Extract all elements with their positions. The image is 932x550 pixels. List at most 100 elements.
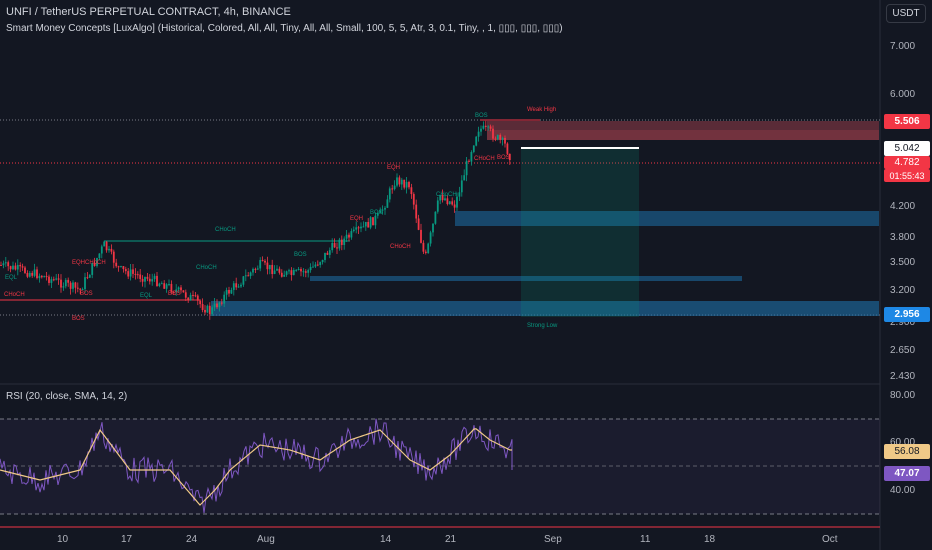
candle-body [252, 268, 254, 273]
candle-body [321, 259, 324, 263]
candle-body [379, 210, 382, 213]
candle-body [290, 270, 293, 275]
candle-body [52, 279, 55, 281]
candle-body [86, 277, 89, 279]
candle-body [465, 160, 468, 176]
candle-body [170, 283, 173, 292]
candle-body [288, 270, 290, 272]
candle-body [460, 180, 463, 193]
time-tick: Oct [822, 534, 838, 545]
candle-body [50, 279, 53, 283]
candle-body [340, 239, 343, 245]
price-tick: 3.200 [890, 285, 915, 296]
candle-body [232, 283, 235, 290]
weak-high-label: Weak High [527, 107, 556, 113]
candle-body [264, 260, 266, 263]
candle-body [146, 276, 149, 279]
candle-body [117, 266, 120, 268]
chart-title: UNFI / TetherUS PERPETUAL CONTRACT, 4h, … [6, 6, 291, 18]
time-tick: 10 [57, 534, 69, 545]
candle-body [216, 303, 218, 308]
candle-body [26, 272, 29, 277]
candle-body [312, 266, 314, 268]
time-tick: Aug [257, 534, 275, 545]
candle-body [496, 134, 499, 140]
candlestick-series[interactable] [0, 120, 511, 320]
candle-body [501, 137, 504, 140]
bos-label-b2: BOS [168, 291, 181, 297]
rsi-sma-line[interactable] [0, 428, 512, 506]
candle-body [444, 198, 446, 201]
candle-body [348, 234, 350, 238]
candle-body [129, 269, 132, 277]
eqh-label: EQH [387, 165, 400, 171]
bearish-order-block-top[interactable] [487, 121, 879, 130]
candle-body [492, 128, 494, 139]
candle-body [396, 177, 398, 186]
candle-body [38, 275, 41, 279]
rsi-axis[interactable]: 80.00 60.00 40.00 [890, 390, 915, 496]
bos-label-b1: BOS [80, 291, 93, 297]
rsi-legend[interactable]: RSI (20, close, SMA, 14, 2) [6, 391, 128, 402]
candle-body [508, 153, 511, 161]
candle-body [276, 268, 278, 271]
candle-body [182, 290, 185, 293]
crosshair-price-tag: 5.042 [884, 141, 930, 156]
eqh-label-2: EQH [350, 216, 363, 222]
candle-body [108, 248, 110, 251]
long-position-zone[interactable] [521, 149, 639, 317]
candle-body [206, 305, 209, 313]
candle-body [189, 294, 192, 301]
candle-body [309, 266, 312, 271]
currency-button[interactable]: USDT [886, 4, 926, 23]
eql-label-2: EQL [140, 293, 153, 299]
time-tick: 24 [186, 534, 198, 545]
candle-body [16, 264, 19, 270]
candle-body [69, 282, 72, 289]
candle-body [134, 273, 137, 275]
candle-body [48, 276, 50, 283]
bearish-order-block[interactable] [487, 130, 879, 140]
bullish-order-block-low[interactable] [211, 301, 879, 316]
candle-body [235, 283, 238, 288]
candle-body [427, 243, 430, 254]
eqh-choch-label: EQHCHoCH [72, 260, 106, 266]
candle-body [448, 201, 451, 205]
bullish-order-block-mid[interactable] [310, 276, 742, 281]
candle-body [278, 268, 281, 273]
rsi-tick: 40.00 [890, 485, 915, 496]
bos-label-b4: BOS [370, 210, 383, 216]
candle-body [249, 272, 252, 276]
price-tick: 2.430 [890, 371, 915, 382]
candle-body [400, 179, 403, 185]
candle-body [480, 128, 482, 132]
candle-body [434, 211, 437, 224]
price-axis[interactable]: 7.000 6.000 4.200 3.800 3.500 3.200 2.90… [890, 41, 915, 382]
candle-body [324, 252, 326, 260]
candle-body [283, 274, 286, 277]
candle-body [168, 283, 170, 285]
bullish-order-block-high[interactable] [455, 211, 879, 226]
indicator-legend[interactable]: Smart Money Concepts [LuxAlgo] (Historic… [6, 23, 563, 34]
choch-label-right: CHoCH [436, 192, 457, 198]
candle-body [420, 229, 422, 243]
candle-body [244, 275, 247, 277]
candle-body [122, 266, 125, 270]
candle-body [165, 284, 168, 289]
candle-body [256, 268, 259, 270]
candle-body [136, 274, 139, 276]
strong-low-label: Strong Low [527, 323, 558, 329]
rsi-line[interactable] [0, 418, 513, 514]
candle-body [398, 177, 401, 185]
candle-body [314, 264, 317, 267]
candle-body [148, 278, 151, 282]
candle-body [199, 300, 202, 305]
candle-body [67, 279, 70, 283]
candle-body [132, 269, 134, 274]
candle-body [477, 131, 480, 137]
candle-body [127, 271, 130, 277]
candle-body [470, 151, 473, 162]
candle-body [62, 286, 65, 288]
time-axis[interactable]: 10 17 24 Aug 14 21 Sep 11 18 Oct [57, 534, 838, 545]
